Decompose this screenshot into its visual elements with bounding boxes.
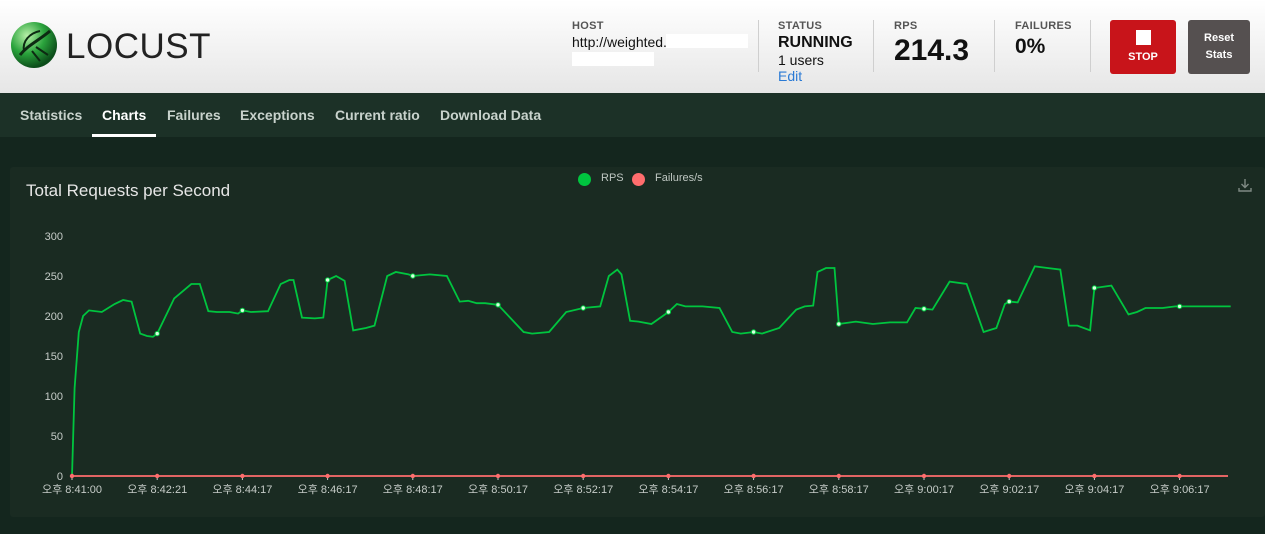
rps-point [1176,303,1183,310]
y-axis: 0 50 100 150 200 250 300 [45,231,63,483]
rps-point [410,273,416,279]
rps-point [1091,285,1098,291]
redacted-block [666,34,748,48]
status-stat: STATUS RUNNING 1 users Edit [778,20,853,84]
chart-panel: Total Requests per Second RPS Failures/s [10,167,1265,517]
x-tick-label: 오후 8:41:00 [42,483,102,496]
status-label: STATUS [778,20,823,32]
failures-point [410,473,415,479]
rps-point [1006,298,1012,305]
x-tick-label: 오후 9:04:17 [1064,483,1124,496]
rps-point [324,277,331,283]
reset-label-line1: Reset [1204,32,1234,44]
rps-stat: RPS 214.3 [894,20,969,68]
divider [994,20,995,72]
x-tick-label: 오후 8:58:17 [809,483,869,496]
failures-point [581,473,586,479]
failures-point [751,473,756,479]
legend-failures-label[interactable]: Failures/s [655,172,703,184]
failures-point [1177,473,1182,479]
failures-point [155,473,160,479]
y-tick-label: 100 [45,391,63,403]
reset-label-line2: Stats [1205,49,1233,61]
x-tick-label: 오후 8:52:17 [553,483,613,496]
host-label: HOST [572,20,604,32]
x-tick-label: 오후 9:02:17 [979,483,1039,496]
tab-statistics[interactable]: Statistics [20,107,83,123]
x-tick-label: 오후 8:46:17 [298,483,358,496]
stop-button[interactable]: STOP [1110,20,1176,74]
rps-point [665,309,672,315]
y-tick-label: 50 [51,431,63,443]
failures-point [1007,473,1012,479]
x-tick-label: 오후 8:50:17 [468,483,528,496]
failures-point [666,473,671,479]
divider [1090,20,1091,72]
failures-point [921,473,927,479]
rps-point [154,330,160,337]
rps-point [495,302,501,308]
failures-point [495,473,501,479]
x-tick-label: 오후 8:44:17 [212,483,272,496]
legend-failures-marker[interactable] [632,173,645,186]
redacted-block [572,52,654,66]
rps-point [836,321,842,327]
failures-value: 0% [1015,35,1046,58]
user-count: 1 users [778,52,824,68]
x-tick-label: 오후 8:56:17 [724,483,784,496]
stop-label: STOP [1128,51,1158,63]
rps-series-line [71,265,1231,477]
x-tick-label: 오후 8:54:17 [638,483,698,496]
x-axis: 오후 8:41:00 오후 8:42:21 오후 8:44:17 오후 8:46:17… [42,475,1228,496]
x-tick-label: 오후 9:06:17 [1150,483,1210,496]
rps-value: 214.3 [894,34,970,67]
x-tick-label: 오후 9:00:17 [894,483,954,496]
tab-download-data[interactable]: Download Data [440,107,542,123]
failures-stat: FAILURES 0% [1015,20,1072,59]
x-tick-label: 오후 8:48:17 [383,483,443,496]
host-value: http://weighted. [572,34,667,50]
x-tick-label: 오후 8:42:21 [127,483,187,496]
legend-rps-marker[interactable] [578,173,591,186]
tab-current-ratio[interactable]: Current ratio [335,107,420,123]
chart-title: Total Requests per Second [26,181,231,200]
edit-link[interactable]: Edit [778,68,803,84]
tab-charts[interactable]: Charts [92,93,157,137]
tab-bar: Statistics Charts Failures Exceptions Cu… [0,93,1265,137]
rps-point [239,307,246,314]
tab-failures[interactable]: Failures [167,107,221,123]
y-tick-label: 150 [45,351,63,363]
failures-point [1092,473,1097,479]
tab-exceptions[interactable]: Exceptions [240,107,315,123]
download-icon[interactable] [1237,177,1253,193]
rps-point [921,306,927,312]
app-title: LOCUST [66,27,211,66]
legend-rps-label[interactable]: RPS [601,172,624,184]
y-tick-label: 0 [57,471,63,483]
chart-series [69,265,1231,479]
failures-point [69,473,75,479]
stop-icon [1135,30,1151,45]
failures-label: FAILURES [1015,20,1072,32]
failures-point [240,473,245,479]
divider [758,20,759,72]
rps-point [580,305,586,311]
rps-point [750,329,757,335]
rps-label: RPS [894,20,918,32]
status-value: RUNNING [778,34,853,51]
y-tick-label: 200 [45,311,63,323]
failures-point [325,473,330,479]
header: LOCUST HOST http://weighted. STATUS RUNN… [0,0,1265,93]
divider [873,20,874,72]
reset-stats-button[interactable]: Reset Stats [1188,20,1250,74]
locust-logo-icon [11,22,57,68]
host-stat: HOST http://weighted. [572,20,667,50]
y-tick-label: 250 [45,271,63,283]
y-tick-label: 300 [45,231,63,243]
failures-point [836,473,841,479]
